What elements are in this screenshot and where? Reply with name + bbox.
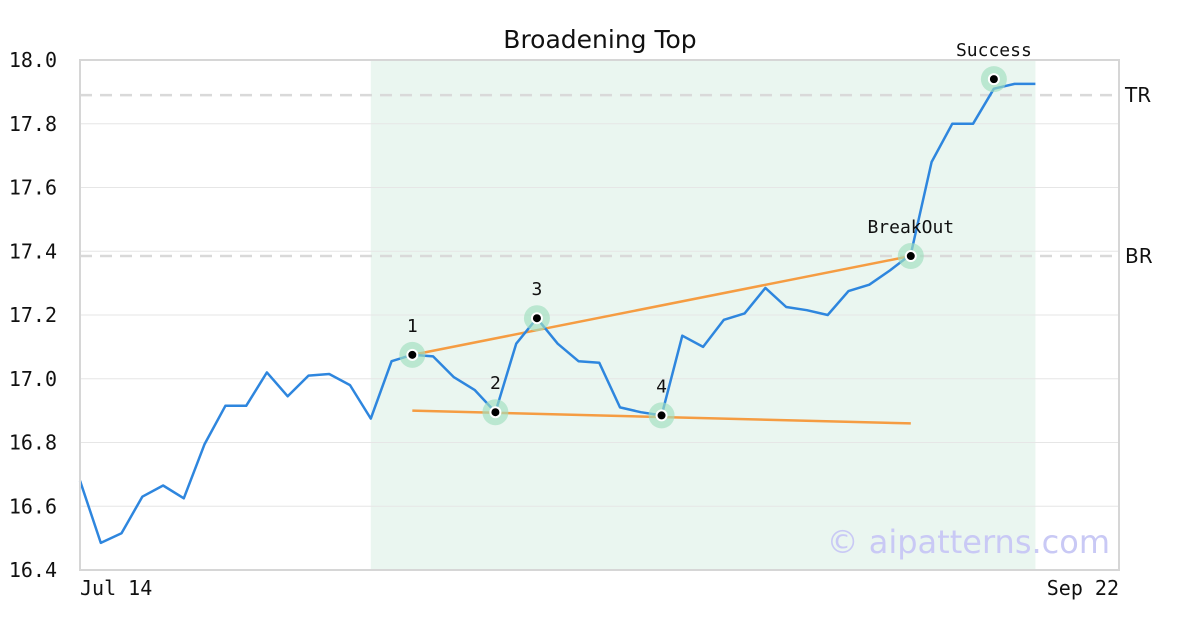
- point-label: Success: [956, 40, 1032, 61]
- level-label-br: BR: [1125, 244, 1153, 268]
- y-tick-label: 17.2: [9, 303, 57, 327]
- point-marker: [655, 409, 668, 422]
- y-tick-label: 16.4: [9, 558, 57, 582]
- trendline: [412, 254, 912, 357]
- level-label-tr: TR: [1124, 83, 1151, 107]
- point-marker: [489, 406, 502, 419]
- y-tick-label: 17.6: [9, 176, 57, 200]
- y-tick-label: 16.8: [9, 431, 57, 455]
- price-line: [78, 82, 1036, 545]
- point-label: BreakOut: [867, 217, 954, 238]
- x-start-label: Jul 14: [80, 576, 152, 600]
- point-marker: [987, 73, 1000, 86]
- y-axis-ticks: 16.4 16.6 16.8 17.0 17.2 17.4 17.6 17.8 18.0: [9, 48, 57, 582]
- point-label: 1: [407, 316, 418, 337]
- y-tick-label: 17.8: [9, 112, 57, 136]
- watermark: © aipatterns.com: [827, 523, 1110, 561]
- x-end-label: Sep 22: [1047, 576, 1119, 600]
- level-lines: TR BR: [80, 83, 1153, 268]
- point-marker: [904, 250, 917, 263]
- chart-title: Broadening Top: [503, 25, 696, 54]
- point-label: 2: [490, 373, 501, 394]
- plot-frame: [79, 59, 1120, 571]
- point-label: 3: [532, 279, 543, 300]
- y-tick-label: 18.0: [9, 48, 57, 72]
- y-tick-label: 17.0: [9, 367, 57, 391]
- y-tick-label: 16.6: [9, 494, 57, 518]
- y-tick-label: 17.4: [9, 239, 57, 263]
- pattern-points: 1 2 3 4 BreakOut Success: [399, 40, 1032, 429]
- point-marker: [406, 348, 419, 361]
- point-marker: [530, 312, 543, 325]
- point-label: 4: [656, 376, 667, 397]
